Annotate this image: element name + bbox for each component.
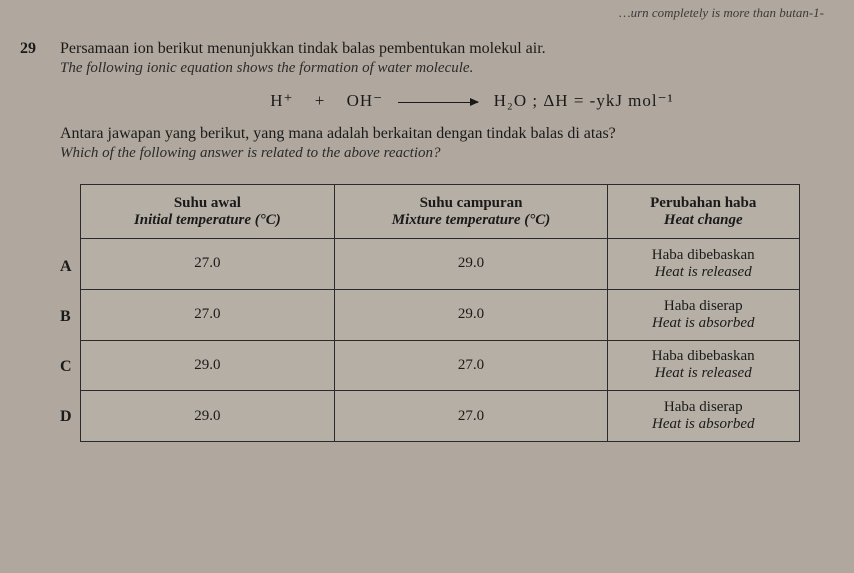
cell-initial: 27.0 (80, 239, 335, 290)
prompt-text-my: Antara jawapan yang berikut, yang mana a… (60, 125, 824, 143)
reactant-h: H⁺ (270, 91, 293, 110)
plus-sign: + (315, 91, 326, 110)
option-label-b: B (60, 292, 72, 342)
table-row: 27.0 29.0 Haba diserap Heat is absorbed (80, 289, 799, 340)
col-initial-temp: Suhu awal Initial temperature (°C) (80, 185, 335, 239)
option-labels-column: A B C D (60, 184, 72, 442)
cell-en: Heat is absorbed (616, 315, 791, 332)
intro-text-en: The following ionic equation shows the f… (60, 60, 824, 77)
cell-en: Heat is released (616, 365, 791, 382)
cell-my: Haba dibebaskan (616, 348, 791, 365)
intro-text-my: Persamaan ion berikut menunjukkan tindak… (60, 40, 824, 58)
answer-table-wrap: A B C D Suhu awal Initial temperature (°… (60, 184, 834, 442)
table-row: 29.0 27.0 Haba dibebaskan Heat is releas… (80, 340, 799, 391)
delta-h: ; ΔH = -ykJ mol⁻¹ (532, 91, 673, 110)
question-content: Persamaan ion berikut menunjukkan tindak… (60, 40, 834, 172)
cell-change: Haba diserap Heat is absorbed (607, 391, 799, 442)
header-my: Perubahan haba (616, 195, 791, 212)
cell-initial: 29.0 (80, 340, 335, 391)
table-row: 29.0 27.0 Haba diserap Heat is absorbed (80, 391, 799, 442)
answer-table: Suhu awal Initial temperature (°C) Suhu … (80, 184, 800, 442)
cell-change: Haba dibebaskan Heat is released (607, 239, 799, 290)
cell-mixture: 27.0 (335, 340, 608, 391)
cell-initial: 27.0 (80, 289, 335, 340)
ionic-equation: H⁺ + OH⁻ H₂O ; ΔH = -ykJ mol⁻¹ (120, 91, 824, 111)
header-en: Heat change (616, 212, 791, 229)
cell-change: Haba diserap Heat is absorbed (607, 289, 799, 340)
header-my: Suhu awal (89, 195, 327, 212)
product-h2o: H₂O (494, 91, 527, 110)
option-label-d: D (60, 392, 72, 442)
reaction-arrow-icon (398, 102, 478, 103)
cell-en: Heat is released (616, 264, 791, 281)
cell-change: Haba dibebaskan Heat is released (607, 340, 799, 391)
cell-my: Haba diserap (616, 298, 791, 315)
header-en: Mixture temperature (°C) (343, 212, 599, 229)
question-number: 29 (20, 40, 60, 172)
previous-page-fragment: …urn completely is more than butan-1- (619, 5, 824, 21)
option-label-c: C (60, 342, 72, 392)
prompt-text-en: Which of the following answer is related… (60, 145, 824, 162)
header-my: Suhu campuran (343, 195, 599, 212)
table-row: 27.0 29.0 Haba dibebaskan Heat is releas… (80, 239, 799, 290)
cell-my: Haba dibebaskan (616, 247, 791, 264)
cell-initial: 29.0 (80, 391, 335, 442)
col-mixture-temp: Suhu campuran Mixture temperature (°C) (335, 185, 608, 239)
table-header-row: Suhu awal Initial temperature (°C) Suhu … (80, 185, 799, 239)
cell-my: Haba diserap (616, 399, 791, 416)
cell-mixture: 29.0 (335, 289, 608, 340)
cell-en: Heat is absorbed (616, 416, 791, 433)
reactant-oh: OH⁻ (347, 91, 384, 110)
cell-mixture: 29.0 (335, 239, 608, 290)
cell-mixture: 27.0 (335, 391, 608, 442)
col-heat-change: Perubahan haba Heat change (607, 185, 799, 239)
option-label-a: A (60, 242, 72, 292)
question-29: 29 Persamaan ion berikut menunjukkan tin… (20, 40, 834, 172)
header-en: Initial temperature (°C) (89, 212, 327, 229)
